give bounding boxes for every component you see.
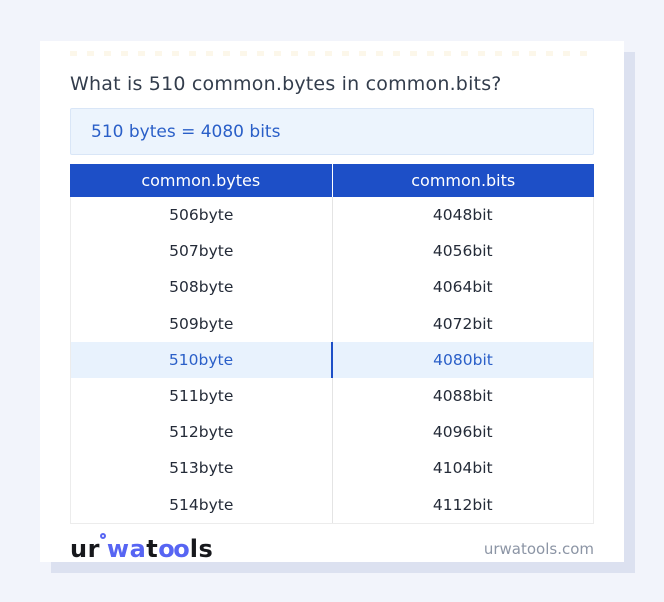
- bits-cell: 4080bit: [331, 341, 593, 378]
- table-row: 506byte 4048bit: [71, 197, 594, 234]
- conversion-result-box: 510 bytes = 4080 bits: [70, 108, 594, 155]
- bytes-cell: 506byte: [169, 206, 234, 225]
- conversion-table: common.bytes common.bits 506byte 4048bit…: [70, 164, 594, 524]
- logo-text-t: t: [146, 534, 159, 563]
- table-row: 508byte 4064bit: [71, 269, 594, 306]
- bits-cell: 4072bit: [331, 305, 594, 342]
- column-header-bytes: common.bytes: [141, 171, 261, 190]
- bits-cell: 4048bit: [331, 197, 594, 234]
- logo-text-ls: ls: [189, 534, 214, 563]
- logo-glasses-oo: oo: [158, 534, 189, 563]
- table-row: 513byte 4104bit: [71, 450, 594, 487]
- table-row: 507byte 4056bit: [71, 233, 594, 270]
- bits-cell: 4056bit: [331, 233, 594, 270]
- table-row: 512byte 4096bit: [71, 414, 594, 451]
- bytes-cell: 508byte: [169, 278, 234, 297]
- logo-ring-icon: [100, 533, 107, 540]
- bits-cell: 4104bit: [331, 450, 594, 487]
- bytes-cell: 512byte: [169, 423, 234, 442]
- urwatools-logo: ur wa t oo ls: [70, 533, 214, 563]
- logo-text-wa: wa: [106, 534, 147, 563]
- bits-cell: 4088bit: [331, 377, 594, 415]
- table-header-row: common.bytes common.bits: [70, 164, 594, 197]
- bytes-cell: 513byte: [169, 459, 234, 478]
- logo-text-ur: ur: [70, 534, 100, 563]
- card-footer: ur wa t oo ls urwatools.com: [70, 530, 594, 568]
- decorative-dashes: [70, 51, 594, 56]
- conversion-result-text: 510 bytes = 4080 bits: [91, 121, 281, 142]
- table-row-highlighted: 510byte 4080bit: [71, 341, 593, 378]
- column-header-bits: common.bits: [331, 164, 595, 197]
- bytes-cell: 510byte: [168, 350, 234, 369]
- bits-cell: 4064bit: [331, 269, 594, 306]
- bytes-cell: 509byte: [169, 314, 234, 333]
- footer-domain: urwatools.com: [483, 539, 594, 558]
- converter-card: What is 510 common.bytes in common.bits?…: [40, 41, 624, 563]
- bits-cell: 4096bit: [331, 414, 594, 451]
- table-body: 506byte 4048bit 507byte 4056bit 508byte …: [71, 197, 593, 523]
- page-title: What is 510 common.bytes in common.bits?: [70, 73, 502, 95]
- bytes-cell: 511byte: [169, 387, 234, 406]
- table-row: 509byte 4072bit: [71, 305, 594, 342]
- table-row: 514byte 4112bit: [71, 486, 594, 523]
- bytes-cell: 507byte: [169, 242, 234, 261]
- bits-cell: 4112bit: [331, 486, 594, 523]
- table-row: 511byte 4088bit: [71, 377, 594, 415]
- bytes-cell: 514byte: [169, 495, 234, 514]
